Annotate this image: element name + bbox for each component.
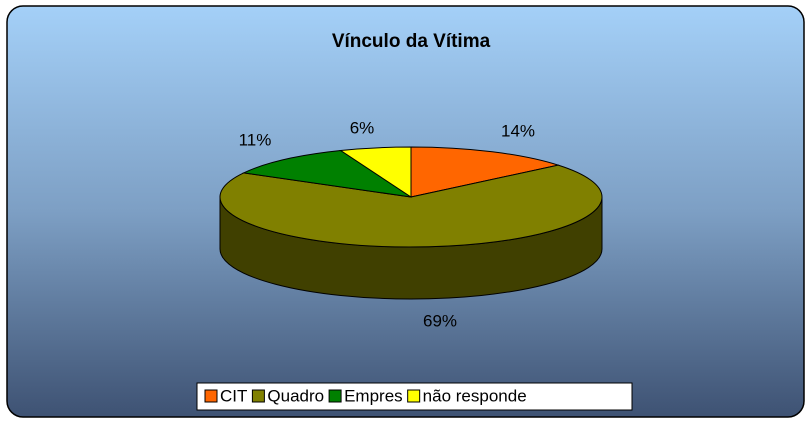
- chart-title: Vínculo da Vítima: [332, 31, 491, 52]
- legend-swatch: [251, 389, 265, 403]
- legend-label: Quadro: [267, 386, 324, 405]
- data-label: 6%: [350, 118, 375, 137]
- data-label: 14%: [501, 121, 535, 140]
- legend: CIT Quadro Empres não responde: [204, 386, 527, 405]
- legend-label: Empres: [344, 386, 403, 405]
- pie-slice: [241, 149, 412, 198]
- data-label: 69%: [423, 311, 457, 330]
- legend-label: não responde: [423, 386, 527, 405]
- legend-swatch: [328, 389, 342, 403]
- pie-slice: [410, 146, 561, 198]
- legend-label: CIT: [220, 386, 247, 405]
- pie-slice: [219, 164, 603, 248]
- pie: 14% 69% 11% 6%: [219, 118, 603, 330]
- data-label: 11%: [239, 130, 272, 149]
- pie-slice: [339, 146, 412, 198]
- legend-swatch: [204, 389, 218, 403]
- legend-swatch: [407, 389, 421, 403]
